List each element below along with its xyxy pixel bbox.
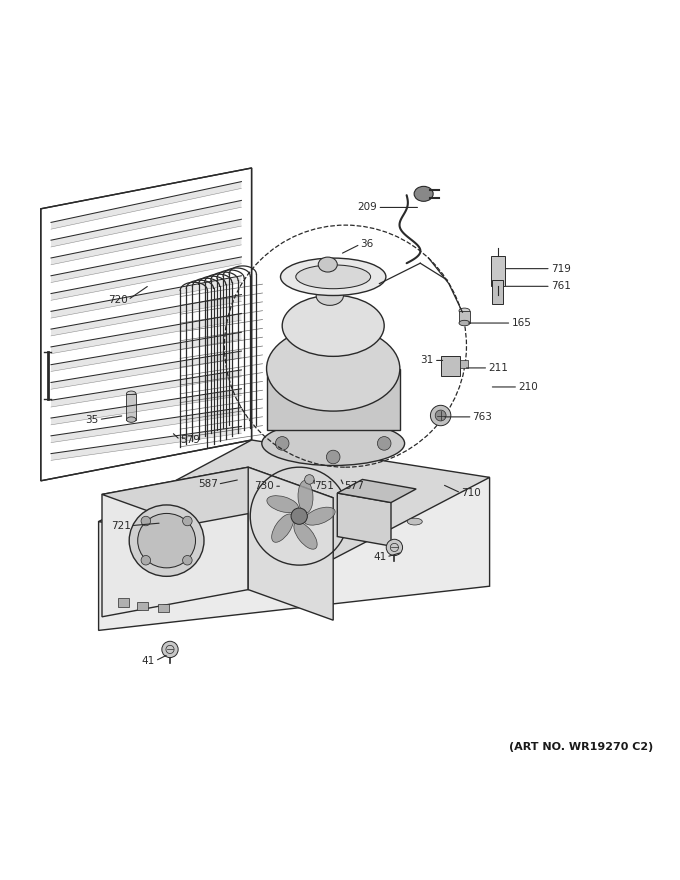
Text: 720: 720: [108, 295, 128, 305]
Bar: [441, 356, 460, 376]
Ellipse shape: [267, 495, 299, 513]
Circle shape: [305, 474, 314, 484]
Polygon shape: [337, 493, 391, 546]
Text: 577: 577: [344, 481, 364, 491]
Text: 719: 719: [551, 264, 571, 274]
Polygon shape: [51, 181, 241, 229]
Polygon shape: [102, 467, 248, 617]
Circle shape: [435, 410, 446, 421]
Circle shape: [183, 555, 192, 565]
Circle shape: [291, 508, 307, 524]
Bar: [126, 393, 136, 420]
Bar: [137, 602, 148, 610]
Text: 41: 41: [142, 656, 155, 666]
Text: 721: 721: [111, 521, 131, 531]
Circle shape: [377, 436, 391, 451]
Polygon shape: [51, 257, 241, 300]
Ellipse shape: [414, 187, 433, 202]
Bar: [492, 280, 503, 304]
Ellipse shape: [353, 511, 368, 518]
Bar: [118, 598, 129, 606]
Ellipse shape: [280, 258, 386, 296]
Ellipse shape: [282, 295, 384, 356]
Ellipse shape: [126, 391, 136, 397]
Text: 587: 587: [198, 480, 218, 489]
Text: 730: 730: [254, 481, 274, 491]
Ellipse shape: [267, 326, 400, 411]
Text: 210: 210: [518, 382, 538, 392]
Polygon shape: [51, 427, 241, 460]
Ellipse shape: [149, 511, 164, 518]
Ellipse shape: [304, 507, 335, 525]
Polygon shape: [267, 369, 400, 429]
Ellipse shape: [278, 504, 293, 511]
Polygon shape: [51, 407, 241, 443]
Ellipse shape: [298, 480, 313, 513]
Bar: [459, 311, 470, 323]
Polygon shape: [102, 467, 333, 525]
Ellipse shape: [296, 265, 371, 289]
Polygon shape: [51, 333, 241, 371]
Polygon shape: [51, 238, 241, 282]
Polygon shape: [248, 467, 333, 620]
Text: 209: 209: [358, 202, 377, 212]
Text: 761: 761: [551, 282, 571, 291]
Polygon shape: [51, 389, 241, 425]
Ellipse shape: [318, 257, 337, 272]
Ellipse shape: [294, 522, 317, 549]
Circle shape: [430, 406, 451, 426]
Polygon shape: [99, 440, 490, 559]
Text: (ART NO. WR19270 C2): (ART NO. WR19270 C2): [509, 743, 653, 752]
Ellipse shape: [459, 308, 470, 313]
Polygon shape: [51, 370, 241, 407]
Bar: [460, 360, 468, 368]
Text: 165: 165: [511, 318, 531, 328]
Text: 579: 579: [180, 435, 200, 445]
Circle shape: [326, 451, 340, 464]
Bar: [158, 604, 169, 612]
Polygon shape: [51, 275, 241, 319]
Polygon shape: [51, 313, 241, 354]
Ellipse shape: [316, 286, 343, 305]
Text: 710: 710: [461, 488, 481, 498]
Polygon shape: [99, 477, 490, 630]
Circle shape: [183, 517, 192, 525]
Polygon shape: [51, 201, 241, 247]
Circle shape: [141, 517, 150, 525]
Circle shape: [386, 539, 403, 555]
Text: 41: 41: [373, 552, 386, 562]
Bar: [491, 256, 505, 286]
Ellipse shape: [272, 514, 294, 542]
Ellipse shape: [129, 505, 204, 576]
Circle shape: [141, 555, 150, 565]
Ellipse shape: [262, 422, 405, 466]
Polygon shape: [337, 480, 416, 502]
Ellipse shape: [126, 417, 136, 422]
Text: 35: 35: [86, 414, 99, 424]
Text: 763: 763: [473, 412, 492, 422]
Ellipse shape: [407, 518, 422, 525]
Ellipse shape: [459, 320, 470, 326]
Polygon shape: [51, 295, 241, 336]
Text: 36: 36: [360, 239, 373, 249]
Polygon shape: [51, 351, 241, 389]
Ellipse shape: [224, 498, 239, 504]
Circle shape: [275, 436, 289, 451]
Text: 211: 211: [488, 363, 508, 373]
Text: 751: 751: [314, 481, 334, 491]
Ellipse shape: [137, 513, 196, 568]
Polygon shape: [51, 219, 241, 265]
Circle shape: [162, 642, 178, 657]
Text: 31: 31: [421, 356, 434, 365]
